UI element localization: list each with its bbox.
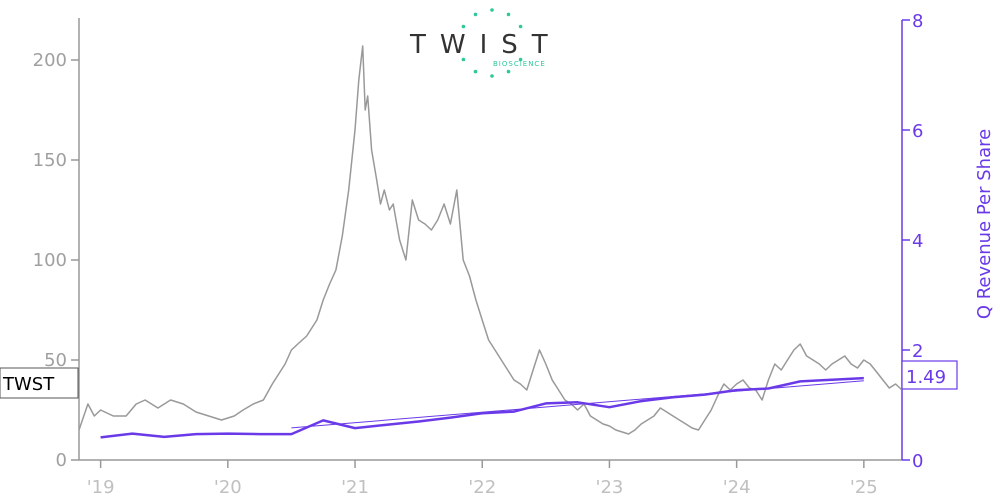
- right-tick-label: 0: [912, 451, 923, 472]
- left-tick-label: 0: [56, 450, 67, 471]
- left-tick-label: 100: [33, 250, 67, 271]
- ticker-label: TWST: [2, 374, 55, 395]
- revenue-trend-line: [291, 380, 864, 429]
- last-value-box: [901, 360, 958, 390]
- logo-dots: [461, 8, 523, 78]
- logo-dot: [490, 74, 494, 78]
- logo-dot: [518, 57, 523, 62]
- logo-dot: [461, 24, 466, 29]
- right-tick-label: 8: [912, 11, 923, 32]
- right-axis-ticks: 0 2 4 6 8: [902, 11, 923, 472]
- logo-wordmark: TWIST: [409, 30, 562, 60]
- logo-dot: [461, 57, 466, 62]
- x-tick-label: '19: [87, 477, 115, 498]
- logo-dot: [490, 8, 494, 12]
- x-tick-label: '20: [214, 477, 242, 498]
- left-tick-label: 150: [33, 150, 67, 171]
- x-axis-ticks: '19 '20 '21 '22 '23 '24 '25: [87, 460, 878, 498]
- x-tick-label: '21: [341, 477, 369, 498]
- twist-bioscience-logo: TWIST BIOSCIENCE: [409, 8, 562, 78]
- right-axis-label: Q Revenue Per Share: [974, 129, 995, 319]
- logo-dot: [506, 12, 511, 17]
- left-axis-ticks: 0 50 100 150 200: [33, 50, 79, 471]
- x-tick-label: '25: [850, 477, 878, 498]
- series-layer: [78, 45, 903, 439]
- logo-dot: [506, 69, 511, 74]
- stock-price-line: [78, 45, 903, 435]
- logo-dot: [473, 69, 478, 74]
- x-tick-label: '22: [468, 477, 496, 498]
- revenue-per-share-line: [100, 376, 864, 439]
- logo-dot: [473, 12, 478, 17]
- ticker-label-box: [0, 367, 79, 399]
- logo-dot: [518, 24, 523, 29]
- logo-subtitle: BIOSCIENCE: [493, 60, 546, 68]
- right-tick-label: 4: [912, 231, 923, 252]
- right-tick-label: 2: [912, 341, 923, 362]
- left-tick-label: 200: [33, 50, 67, 71]
- x-tick-label: '23: [596, 477, 624, 498]
- last-value-label: 1.49: [906, 367, 946, 388]
- right-tick-label: 6: [912, 121, 923, 142]
- left-tick-label: 50: [44, 350, 67, 371]
- x-tick-label: '24: [723, 477, 751, 498]
